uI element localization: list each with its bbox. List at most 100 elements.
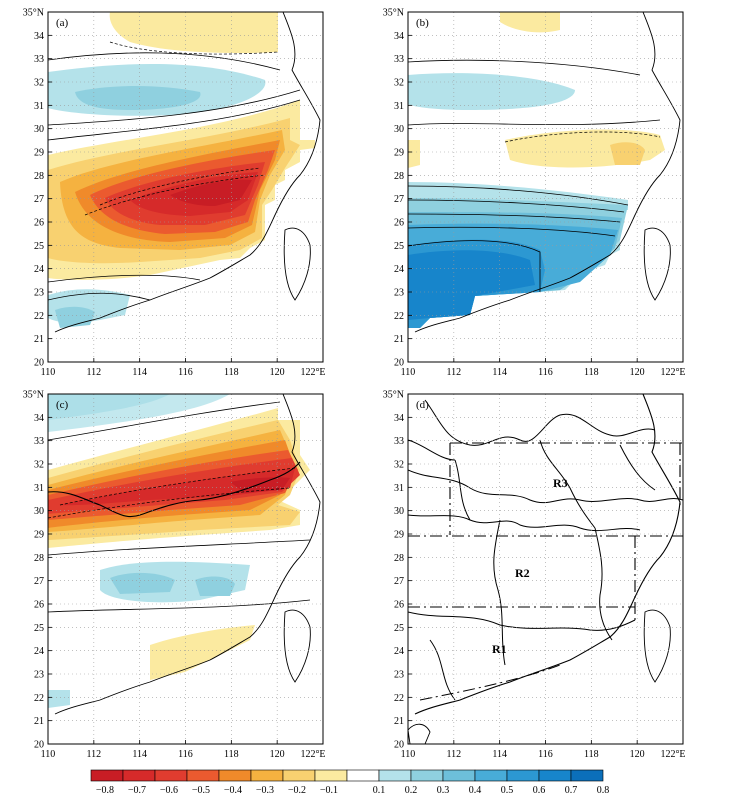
lat-tick-label: 23 (34, 670, 44, 681)
colorbar-swatch (442, 769, 476, 782)
colorbar-swatch (314, 769, 348, 782)
lat-tick-label: 24 (34, 646, 44, 657)
colorbar-swatch (218, 769, 252, 782)
lon-tick-label: 112 (87, 749, 102, 760)
colorbar-swatch (186, 769, 220, 782)
lon-tick-label: 112 (447, 367, 462, 378)
region-label-r3: R3 (553, 476, 568, 490)
lat-tick-label: 29 (34, 148, 44, 159)
lat-tick-label: 21 (394, 334, 404, 345)
colorbar-label: −0.1 (320, 785, 338, 796)
colorbar-swatch (570, 769, 604, 782)
lon-tick-label: 122°E (300, 367, 325, 378)
lon-tick-label: 110 (41, 367, 56, 378)
lon-tick-label: 114 (492, 367, 507, 378)
lat-tick-label: 29 (394, 530, 404, 541)
lat-tick-label: 20 (394, 740, 404, 751)
colorbar-label: 0.1 (373, 785, 386, 796)
colorbar-label: −0.8 (96, 785, 114, 796)
lat-tick-label: 32 (394, 78, 404, 89)
lat-tick-label: 32 (34, 78, 44, 89)
lat-tick-label: 35°N (23, 390, 44, 401)
region-label-r2: R2 (515, 566, 530, 580)
colorbar-swatch (90, 769, 124, 782)
panel-a-label: (a) (56, 17, 69, 29)
colorbar-swatch (346, 769, 380, 782)
lon-tick-label: 118 (584, 749, 599, 760)
panel-a-shading (48, 12, 321, 333)
lat-tick-label: 23 (394, 288, 404, 299)
lon-tick-label: 110 (401, 749, 416, 760)
lon-tick-label: 116 (538, 749, 553, 760)
lat-tick-label: 21 (34, 716, 44, 727)
colorbar-label: −0.4 (224, 785, 242, 796)
lat-tick-label: 29 (394, 148, 404, 159)
lat-tick-label: 30 (394, 124, 404, 135)
lat-tick-label: 23 (34, 288, 44, 299)
lon-tick-label: 120 (270, 749, 285, 760)
colorbar-swatch (250, 769, 284, 782)
lon-tick-label: 112 (87, 367, 102, 378)
lat-tick-label: 29 (34, 530, 44, 541)
panel-c-shading (48, 394, 321, 715)
panel-b-label: (b) (416, 17, 429, 29)
lon-tick-label: 118 (584, 367, 599, 378)
lon-tick-label: 114 (132, 367, 147, 378)
lat-tick-label: 25 (394, 623, 404, 634)
lat-tick-label: 30 (34, 506, 44, 517)
lat-tick-label: 31 (34, 483, 44, 494)
lat-tick-label: 28 (394, 171, 404, 182)
panel-b: (b) (407, 11, 684, 363)
colorbar-swatch (122, 769, 156, 782)
lat-tick-label: 25 (394, 241, 404, 252)
lat-tick-label: 33 (34, 54, 44, 65)
lat-tick-label: 34 (394, 31, 404, 42)
colorbar-label: −0.3 (256, 785, 274, 796)
panel-c: (c) (47, 393, 324, 745)
lat-tick-label: 27 (394, 576, 404, 587)
lat-tick-label: 35°N (23, 8, 44, 19)
lon-tick-label: 120 (630, 367, 645, 378)
lat-tick-label: 28 (394, 553, 404, 564)
lat-tick-label: 35°N (383, 390, 404, 401)
lat-tick-label: 31 (394, 101, 404, 112)
lat-tick-label: 23 (394, 670, 404, 681)
colorbar-label: −0.5 (192, 785, 210, 796)
panel-c-label: (c) (56, 399, 69, 411)
lat-tick-label: 24 (394, 264, 404, 275)
lon-tick-label: 116 (178, 749, 193, 760)
lat-tick-label: 24 (394, 646, 404, 657)
colorbar-label: 0.6 (533, 785, 546, 796)
lat-tick-label: 27 (394, 194, 404, 205)
lat-tick-label: 26 (34, 218, 44, 229)
lat-tick-label: 20 (394, 358, 404, 369)
lon-tick-label: 118 (224, 367, 239, 378)
colorbar-swatch (538, 769, 572, 782)
panel-d-map (408, 394, 683, 744)
lat-tick-label: 31 (34, 101, 44, 112)
colorbar-label: 0.4 (469, 785, 482, 796)
lat-tick-label: 32 (394, 460, 404, 471)
lon-tick-label: 122°E (660, 367, 685, 378)
lon-tick-label: 122°E (300, 749, 325, 760)
colorbar-label: −0.6 (160, 785, 178, 796)
panel-a: (a) (47, 11, 324, 363)
lat-tick-label: 28 (34, 171, 44, 182)
colorbar-label: 0.8 (597, 785, 610, 796)
lat-tick-label: 27 (34, 576, 44, 587)
panel-d-label: (d) (416, 399, 429, 411)
lat-tick-label: 20 (34, 740, 44, 751)
lat-tick-label: 34 (34, 413, 44, 424)
lat-tick-label: 28 (34, 553, 44, 564)
lat-tick-label: 22 (34, 311, 44, 322)
lon-tick-label: 110 (41, 749, 56, 760)
lat-tick-label: 21 (34, 334, 44, 345)
axis-tick-labels: 110 112 114 116 118 120 122°E 20 21 22 23 24 25 26 27 2… (23, 8, 686, 761)
lat-tick-label: 34 (34, 31, 44, 42)
lon-tick-label: 110 (401, 367, 416, 378)
colorbar-swatch (378, 769, 412, 782)
lat-tick-label: 21 (394, 716, 404, 727)
lat-tick-label: 20 (34, 358, 44, 369)
lat-tick-label: 25 (34, 241, 44, 252)
